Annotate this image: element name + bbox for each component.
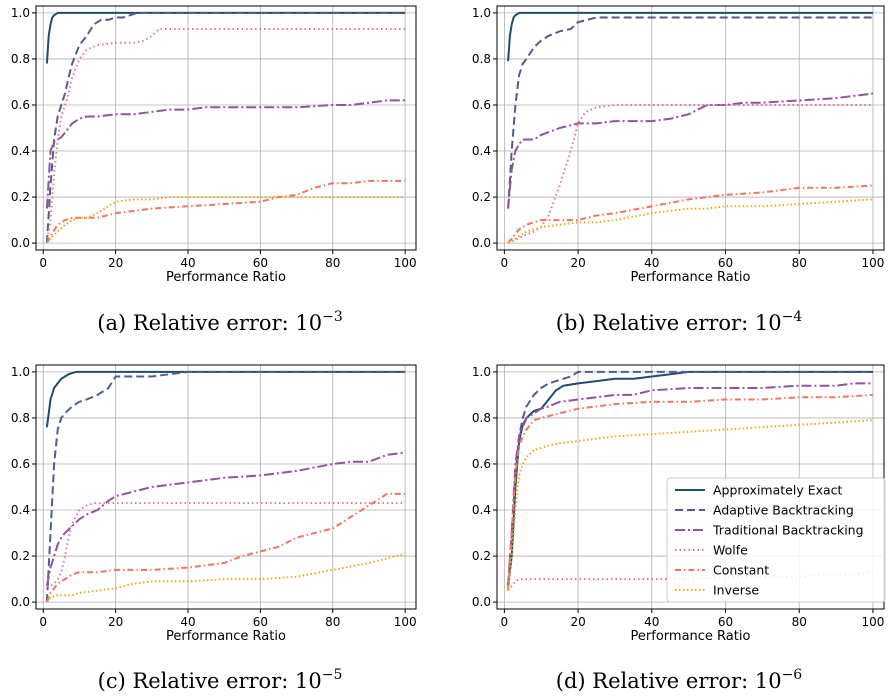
series-line-adaptive-backtracking (507, 370, 873, 587)
y-tick-label: 0.8 (472, 411, 491, 425)
x-tick-label: 60 (253, 256, 268, 270)
y-tick-label: 1.0 (11, 365, 30, 379)
y-tick-label: 1.0 (472, 365, 491, 379)
legend: Approximately Exact Adaptive Backtracking… (666, 477, 886, 603)
series-line-approximately-exact (507, 11, 873, 62)
series-line-traditional-backtracking (45, 99, 406, 209)
series-line-wolfe (45, 28, 406, 244)
x-tick-label: 60 (718, 256, 733, 270)
series-line-approximately-exact (45, 11, 406, 64)
x-tick-label: 80 (792, 615, 807, 629)
x-tick-label: 40 (180, 256, 195, 270)
legend-label: Traditional Backtracking (712, 523, 864, 538)
series-line-wolfe (507, 104, 873, 245)
y-tick-label: 0.4 (472, 503, 491, 517)
x-tick-label: 80 (325, 256, 340, 270)
x-tick-label: 20 (570, 615, 585, 629)
y-tick-label: 0.0 (11, 236, 30, 250)
x-tick-label: 100 (394, 615, 417, 629)
series-line-adaptive-backtracking (507, 16, 873, 209)
y-tick-label: 0.6 (11, 98, 30, 112)
panel-caption: (b) Relative error: 10−4 (556, 309, 802, 335)
legend-label: Adaptive Backtracking (713, 503, 854, 518)
plot-frame (35, 5, 417, 251)
legend-label: Approximately Exact (713, 483, 843, 498)
y-tick-label: 0.6 (472, 98, 491, 112)
legend-label: Wolfe (713, 543, 748, 558)
y-tick-label: 1.0 (472, 6, 491, 20)
y-tick-label: 0.0 (11, 595, 30, 609)
panel-caption: (d) Relative error: 10−6 (556, 667, 802, 693)
series-line-approximately-exact (45, 370, 406, 428)
x-tick-label: 60 (718, 615, 733, 629)
y-tick-label: 0.4 (472, 144, 491, 158)
panel-caption: (a) Relative error: 10−3 (97, 309, 342, 335)
chart-panel-3: 0 20 40 60 80 100 0.0 0.2 0.4 0.6 0.8 1.0 Performanc… (472, 364, 886, 693)
x-tick-label: 100 (861, 256, 884, 270)
series-line-inverse (46, 552, 406, 603)
x-axis-label: Performance Ratio (631, 629, 751, 644)
plot-frame (496, 5, 885, 251)
chart-panel-2: 0 20 40 60 80 100 0.0 0.2 0.4 0.6 0.8 1.0 Performanc… (11, 364, 417, 693)
x-tick-label: 80 (325, 615, 340, 629)
series-line-adaptive-backtracking (45, 11, 406, 244)
x-tick-label: 40 (180, 615, 195, 629)
x-tick-label: 0 (39, 615, 47, 629)
legend-label: Inverse (713, 583, 759, 598)
y-tick-label: 0.8 (472, 52, 491, 66)
x-axis-label: Performance Ratio (166, 629, 286, 644)
series-line-wolfe (507, 571, 874, 592)
y-tick-label: 0.6 (472, 457, 491, 471)
y-tick-label: 0.2 (472, 549, 491, 563)
y-tick-label: 0.0 (472, 236, 491, 250)
legend-label: Constant (713, 563, 769, 578)
chart-panel-1: 0 20 40 60 80 100 0.0 0.2 0.4 0.6 0.8 1.0 Performanc… (472, 5, 885, 335)
chart-panel-0: 0 20 40 60 80 100 0.0 0.2 0.4 0.6 0.8 1.0 Performanc… (11, 5, 417, 335)
series-line-traditional-backtracking (507, 382, 873, 587)
x-tick-label: 0 (39, 256, 47, 270)
y-tick-label: 1.0 (11, 6, 30, 20)
y-tick-label: 0.0 (472, 595, 491, 609)
x-axis-label: Performance Ratio (166, 270, 286, 285)
series-line-traditional-backtracking (507, 92, 874, 209)
y-tick-label: 0.2 (11, 190, 30, 204)
panel-caption: (c) Relative error: 10−5 (98, 667, 343, 693)
x-tick-label: 40 (644, 256, 659, 270)
series-line-inverse (507, 198, 873, 244)
series-line-constant (45, 492, 406, 603)
y-tick-label: 0.8 (11, 52, 30, 66)
y-tick-label: 0.2 (472, 190, 491, 204)
y-tick-label: 0.6 (11, 457, 30, 471)
series-line-adaptive-backtracking (45, 370, 406, 603)
x-tick-label: 80 (792, 256, 807, 270)
y-tick-label: 0.4 (11, 144, 30, 158)
y-tick-label: 0.2 (11, 549, 30, 563)
series-line-constant (46, 179, 406, 244)
series-line-traditional-backtracking (45, 451, 406, 587)
legend-box (666, 477, 886, 603)
x-tick-label: 100 (394, 256, 417, 270)
plot-frame (35, 364, 417, 610)
x-tick-label: 20 (108, 615, 123, 629)
x-tick-label: 20 (108, 256, 123, 270)
x-tick-label: 0 (501, 615, 509, 629)
x-tick-label: 0 (501, 256, 509, 270)
series-line-constant (507, 184, 873, 244)
y-tick-label: 0.4 (11, 503, 30, 517)
series-line-constant (507, 393, 873, 591)
x-tick-label: 20 (570, 256, 585, 270)
x-axis-label: Performance Ratio (631, 270, 751, 285)
x-tick-label: 100 (861, 615, 884, 629)
x-tick-label: 40 (644, 615, 659, 629)
x-tick-label: 60 (253, 615, 268, 629)
y-tick-label: 0.8 (11, 411, 30, 425)
